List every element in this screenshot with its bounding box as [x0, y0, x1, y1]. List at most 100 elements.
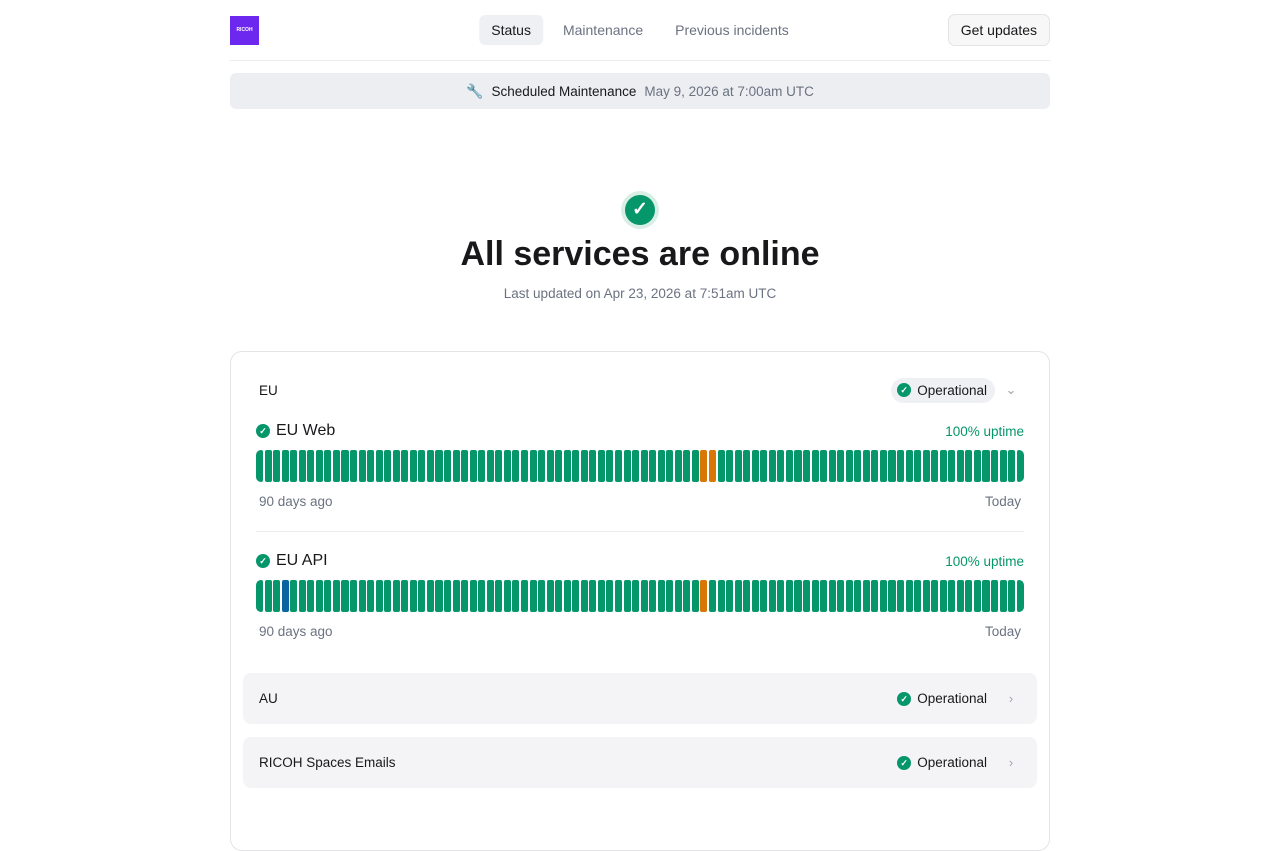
- uptime-day-bar-operational[interactable]: [614, 580, 623, 612]
- uptime-day-bar-operational[interactable]: [785, 580, 793, 612]
- uptime-day-bar-operational[interactable]: [862, 450, 870, 482]
- uptime-day-bar-operational[interactable]: [452, 450, 460, 482]
- uptime-day-bar-operational[interactable]: [640, 450, 648, 482]
- uptime-day-bar-operational[interactable]: [837, 580, 845, 612]
- uptime-day-bar-operational[interactable]: [375, 450, 383, 482]
- group-eu-header[interactable]: EU ✓ Operational ⌄: [243, 364, 1037, 416]
- uptime-day-bar-operational[interactable]: [563, 450, 571, 482]
- uptime-day-bar-operational[interactable]: [640, 580, 648, 612]
- uptime-day-bar-operational[interactable]: [512, 580, 520, 612]
- uptime-day-bar-operational[interactable]: [273, 580, 281, 612]
- uptime-day-bar-operational[interactable]: [751, 580, 759, 612]
- uptime-day-bar-operational[interactable]: [862, 580, 870, 612]
- uptime-day-bar-operational[interactable]: [315, 580, 323, 612]
- uptime-day-bar-operational[interactable]: [931, 580, 939, 612]
- uptime-day-bar-operational[interactable]: [794, 580, 802, 612]
- uptime-day-bar-operational[interactable]: [965, 580, 973, 612]
- uptime-day-bar-operational[interactable]: [965, 450, 973, 482]
- uptime-day-bar-operational[interactable]: [623, 580, 631, 612]
- uptime-day-bar-operational[interactable]: [991, 580, 999, 612]
- uptime-day-bar-operational[interactable]: [649, 450, 657, 482]
- uptime-day-bar-operational[interactable]: [426, 450, 434, 482]
- uptime-day-bar-operational[interactable]: [632, 580, 640, 612]
- uptime-day-bar-operational[interactable]: [905, 580, 913, 612]
- uptime-day-bar-operational[interactable]: [290, 580, 298, 612]
- uptime-day-bar-operational[interactable]: [469, 450, 477, 482]
- uptime-day-bar-operational[interactable]: [384, 580, 392, 612]
- uptime-day-bar-operational[interactable]: [760, 450, 768, 482]
- uptime-day-bar-operational[interactable]: [879, 580, 887, 612]
- uptime-day-bar-operational[interactable]: [409, 450, 417, 482]
- uptime-day-bar-operational[interactable]: [384, 450, 392, 482]
- uptime-day-bar-operational[interactable]: [503, 580, 511, 612]
- uptime-day-bar-operational[interactable]: [426, 580, 434, 612]
- uptime-day-bar-operational[interactable]: [914, 580, 922, 612]
- tab-status[interactable]: Status: [479, 15, 543, 45]
- uptime-day-bar-operational[interactable]: [888, 450, 896, 482]
- uptime-day-bar-operational[interactable]: [726, 580, 734, 612]
- uptime-day-bar-operational[interactable]: [973, 580, 981, 612]
- uptime-day-bar-operational[interactable]: [538, 580, 546, 612]
- uptime-day-bar-operational[interactable]: [794, 450, 802, 482]
- uptime-day-bar-operational[interactable]: [367, 580, 375, 612]
- uptime-day-bar-operational[interactable]: [503, 450, 511, 482]
- uptime-day-bar-operational[interactable]: [324, 580, 332, 612]
- uptime-day-bar-degraded[interactable]: [700, 450, 708, 482]
- uptime-day-bar-degraded[interactable]: [708, 450, 717, 482]
- uptime-day-bar-operational[interactable]: [820, 580, 828, 612]
- uptime-day-bar-operational[interactable]: [632, 450, 640, 482]
- uptime-day-bar-operational[interactable]: [777, 580, 785, 612]
- uptime-day-bar-operational[interactable]: [256, 580, 264, 612]
- uptime-day-bar-operational[interactable]: [760, 580, 768, 612]
- uptime-day-bar-operational[interactable]: [495, 580, 503, 612]
- uptime-day-bar-operational[interactable]: [606, 450, 614, 482]
- uptime-day-bar-operational[interactable]: [264, 580, 272, 612]
- uptime-day-bar-operational[interactable]: [837, 450, 845, 482]
- uptime-day-bar-operational[interactable]: [948, 580, 956, 612]
- uptime-day-bar-operational[interactable]: [785, 450, 793, 482]
- uptime-day-bar-operational[interactable]: [845, 450, 853, 482]
- uptime-day-bar-operational[interactable]: [597, 450, 605, 482]
- uptime-day-bar-operational[interactable]: [982, 580, 990, 612]
- uptime-day-bar-operational[interactable]: [367, 450, 375, 482]
- get-updates-button[interactable]: Get updates: [947, 14, 1050, 46]
- uptime-day-bar-operational[interactable]: [905, 450, 913, 482]
- uptime-day-bar-operational[interactable]: [520, 580, 528, 612]
- uptime-day-bar-operational[interactable]: [991, 450, 999, 482]
- uptime-day-bar-operational[interactable]: [341, 450, 349, 482]
- tab-previous-incidents[interactable]: Previous incidents: [675, 22, 789, 38]
- uptime-day-bar-operational[interactable]: [999, 450, 1007, 482]
- uptime-day-bar-operational[interactable]: [307, 580, 315, 612]
- uptime-day-bar-operational[interactable]: [717, 450, 725, 482]
- uptime-day-bar-operational[interactable]: [768, 580, 776, 612]
- uptime-day-bar-operational[interactable]: [298, 450, 306, 482]
- uptime-day-bar-operational[interactable]: [956, 450, 964, 482]
- uptime-day-bar-operational[interactable]: [751, 450, 759, 482]
- uptime-day-bar-operational[interactable]: [392, 580, 400, 612]
- uptime-day-bar-operational[interactable]: [803, 580, 811, 612]
- uptime-day-bar-operational[interactable]: [657, 450, 665, 482]
- uptime-day-bar-operational[interactable]: [999, 580, 1007, 612]
- uptime-day-bar-operational[interactable]: [401, 580, 409, 612]
- uptime-day-bar-operational[interactable]: [956, 580, 964, 612]
- uptime-day-bar-operational[interactable]: [572, 450, 580, 482]
- uptime-day-bar-operational[interactable]: [973, 450, 981, 482]
- uptime-day-bar-operational[interactable]: [461, 580, 469, 612]
- uptime-day-bar-operational[interactable]: [803, 450, 811, 482]
- uptime-day-bar-operational[interactable]: [649, 580, 657, 612]
- uptime-day-bar-operational[interactable]: [298, 580, 306, 612]
- uptime-day-bar-operational[interactable]: [828, 580, 836, 612]
- uptime-day-bar-operational[interactable]: [606, 580, 614, 612]
- uptime-day-bar-operational[interactable]: [495, 450, 503, 482]
- uptime-day-bar-operational[interactable]: [922, 450, 930, 482]
- uptime-day-bar-operational[interactable]: [281, 450, 289, 482]
- uptime-day-bar-operational[interactable]: [418, 580, 426, 612]
- uptime-day-bar-operational[interactable]: [529, 580, 537, 612]
- uptime-day-bar-operational[interactable]: [897, 450, 905, 482]
- uptime-day-bar-operational[interactable]: [332, 450, 340, 482]
- uptime-day-bar-operational[interactable]: [350, 450, 358, 482]
- uptime-day-bar-operational[interactable]: [691, 450, 699, 482]
- uptime-day-bar-operational[interactable]: [666, 580, 674, 612]
- uptime-day-bar-operational[interactable]: [1016, 580, 1024, 612]
- maintenance-banner[interactable]: 🔧 Scheduled Maintenance May 9, 2026 at 7…: [230, 73, 1050, 109]
